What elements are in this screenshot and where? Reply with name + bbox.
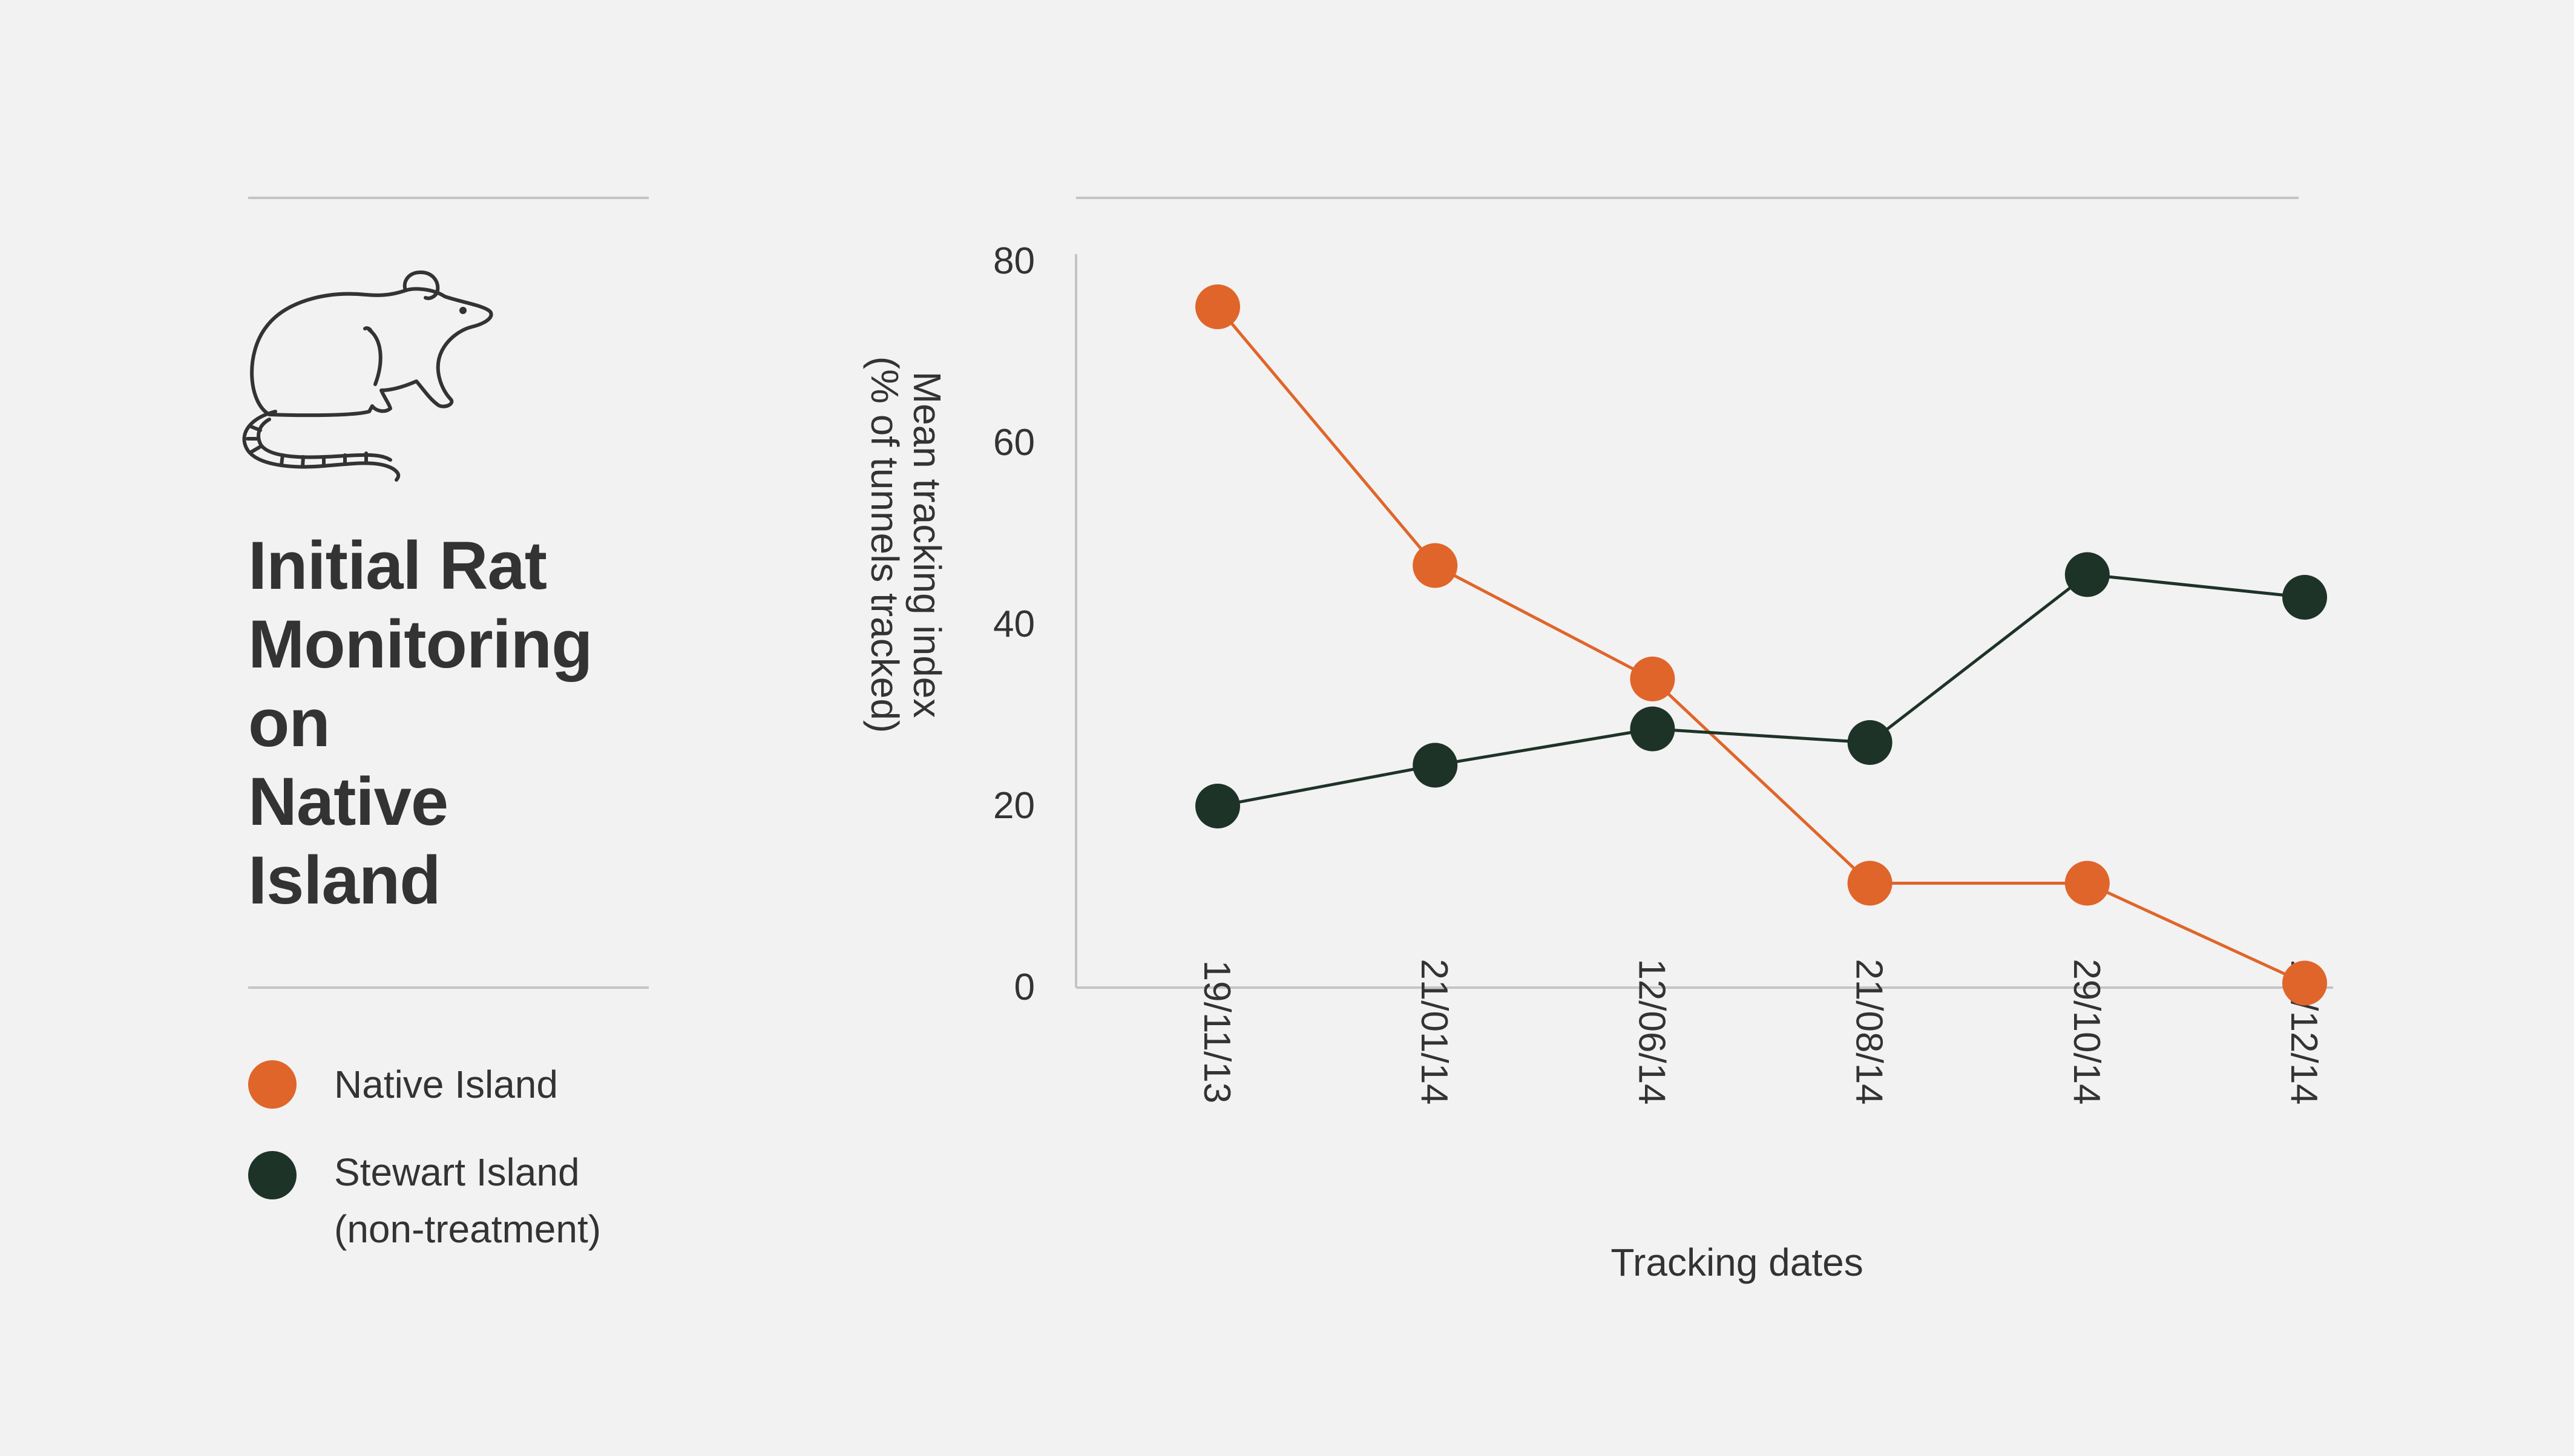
- y-tick-label: 60: [993, 422, 1035, 464]
- legend-label-line: (non-treatment): [334, 1207, 602, 1251]
- legend-swatch-native-island: [248, 1060, 297, 1109]
- legend-label: Stewart Island (non-treatment): [334, 1144, 601, 1258]
- x-axis-ticks: 19/11/13 21/01/14 12/06/14 21/08/14 29/10/14…: [1196, 959, 2325, 1104]
- data-point: [1413, 543, 1458, 588]
- y-tick-label: 0: [1014, 966, 1035, 1008]
- y-axis-title-line: (% of tunnels tracked): [863, 356, 907, 733]
- y-axis-title-line: Mean tracking index: [905, 372, 949, 718]
- title-line: Initial Rat: [248, 528, 547, 603]
- title-line: Island: [248, 842, 441, 918]
- data-point: [1847, 861, 1893, 906]
- data-point: [1630, 706, 1675, 752]
- data-point: [2064, 552, 2110, 597]
- series-layer: [1195, 284, 2327, 1006]
- data-point: [1195, 284, 1240, 329]
- x-tick-label: 29/10/14: [2066, 959, 2107, 1104]
- data-point: [1413, 743, 1458, 788]
- data-point: [1847, 720, 1893, 765]
- x-axis-title: Tracking dates: [1610, 1241, 1863, 1284]
- legend-swatch-stewart-island: [248, 1151, 297, 1199]
- data-point: [1630, 657, 1675, 701]
- chart-top-divider: [1076, 197, 2299, 199]
- legend-label-line: Stewart Island: [334, 1150, 580, 1194]
- data-point: [2282, 575, 2327, 620]
- x-tick-label: 12/06/14: [1630, 959, 1672, 1104]
- data-point: [2064, 861, 2110, 906]
- x-tick-label: 21/08/14: [1848, 959, 1890, 1104]
- title-line: Monitoring: [248, 606, 593, 682]
- x-tick-label: 21/01/14: [1413, 959, 1455, 1104]
- y-tick-label: 20: [993, 785, 1035, 827]
- legend-label: Native Island: [334, 1056, 558, 1113]
- series-line-1: [1217, 572, 2305, 808]
- y-tick-label: 40: [993, 603, 1035, 645]
- rat-icon: [242, 271, 493, 482]
- data-point: [2282, 960, 2327, 1006]
- data-point: [1195, 784, 1240, 828]
- left-top-divider: [248, 197, 649, 199]
- x-tick-label: 19/11/13: [1196, 960, 1238, 1104]
- title-line: on: [248, 685, 330, 761]
- title-line: Native: [248, 764, 448, 839]
- y-tick-label: 80: [993, 240, 1035, 282]
- y-axis-ticks: 0 20 40 60 80: [993, 240, 1035, 1008]
- legend-label-line: Native Island: [334, 1063, 558, 1106]
- page-title: Initial Rat Monitoring on Native Island: [248, 526, 635, 920]
- left-bottom-divider: [248, 986, 649, 989]
- chart-axes: [1075, 254, 2333, 989]
- series-line-0: [1216, 306, 2306, 985]
